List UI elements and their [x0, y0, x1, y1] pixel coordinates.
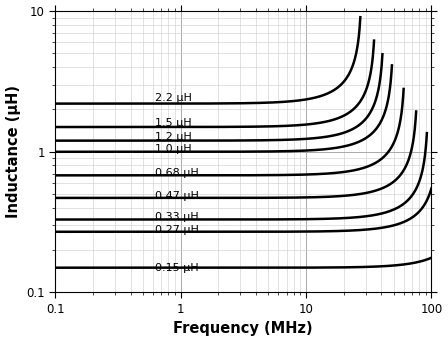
Text: 0.47 μH: 0.47 μH	[155, 191, 198, 201]
Text: 1.5 μH: 1.5 μH	[155, 118, 191, 128]
Text: 2.2 μH: 2.2 μH	[155, 93, 191, 103]
Text: 1.0 μH: 1.0 μH	[155, 144, 191, 154]
Text: 0.15 μH: 0.15 μH	[155, 263, 198, 273]
Text: 0.27 μH: 0.27 μH	[155, 225, 198, 235]
Text: 0.33 μH: 0.33 μH	[155, 212, 198, 222]
Text: 1.2 μH: 1.2 μH	[155, 132, 191, 142]
Text: 0.68 μH: 0.68 μH	[155, 168, 198, 178]
Y-axis label: Inductance (μH): Inductance (μH)	[5, 85, 21, 218]
X-axis label: Frequency (MHz): Frequency (MHz)	[173, 321, 313, 337]
